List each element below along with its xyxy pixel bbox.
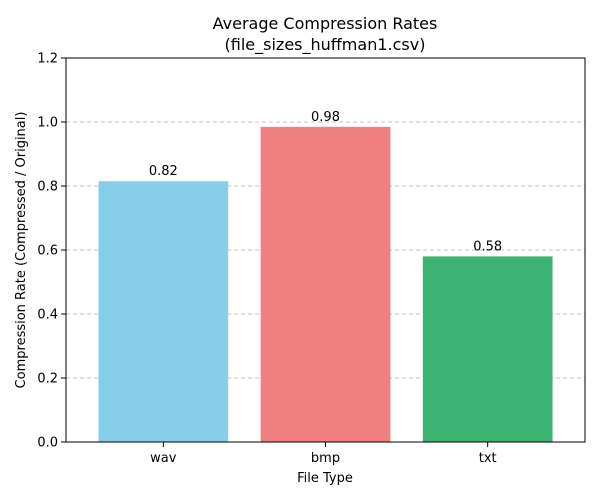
chart-title-line-2: (file_sizes_huffman1.csv)	[225, 35, 426, 55]
x-tick-label-wav: wav	[150, 451, 177, 466]
bar-value-labels: 0.82 0.98 0.58	[149, 110, 502, 255]
chart-title: Average Compression Rates (file_sizes_hu…	[213, 14, 438, 55]
y-axis-label: Compression Rate (Compressed / Original)	[14, 112, 29, 389]
y-tick-label: 0.4	[37, 308, 58, 323]
x-tick-label-txt: txt	[479, 451, 497, 466]
bar-bmp	[260, 126, 391, 443]
y-tick-label: 0.2	[37, 372, 58, 387]
y-tick-label: 0.6	[37, 244, 58, 259]
y-tick-label: 0.0	[37, 436, 58, 451]
bar-txt	[422, 256, 553, 442]
y-axis: 0.0 0.2 0.4 0.6 0.8 1.0 1.2	[37, 52, 66, 451]
bar-value-label-bmp: 0.98	[311, 110, 340, 125]
x-tick-label-bmp: bmp	[311, 451, 340, 466]
bars	[98, 126, 553, 443]
x-axis: wav bmp txt	[150, 442, 497, 466]
x-axis-label: File Type	[297, 471, 353, 486]
bar-wav	[98, 181, 229, 442]
bar-value-label-wav: 0.82	[149, 164, 178, 179]
y-tick-label: 0.8	[37, 180, 58, 195]
chart-title-line-1: Average Compression Rates	[213, 14, 438, 33]
y-tick-label: 1.0	[37, 116, 58, 131]
y-tick-label: 1.2	[37, 52, 58, 67]
bar-value-label-txt: 0.58	[473, 239, 502, 254]
